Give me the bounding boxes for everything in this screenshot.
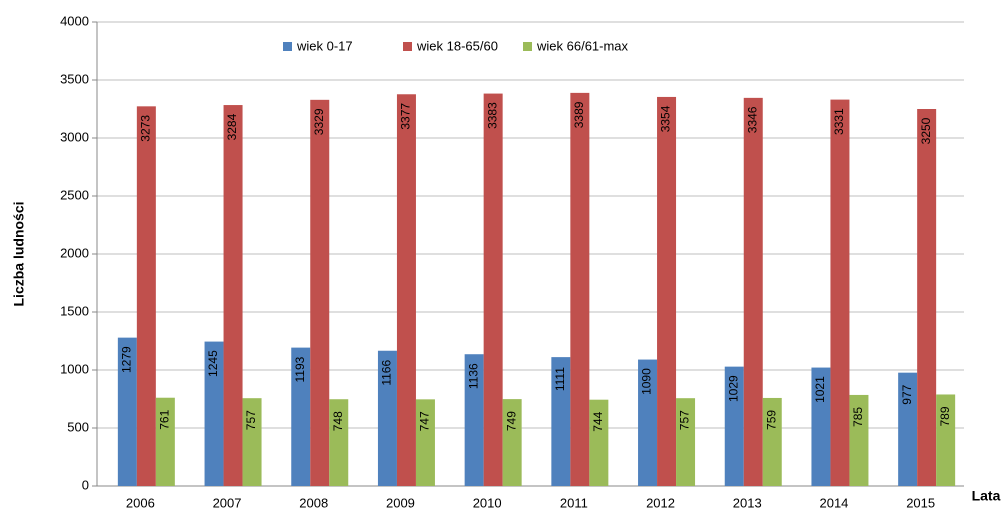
bar <box>204 341 224 486</box>
legend-label: wiek 66/61-max <box>536 38 629 53</box>
bar <box>589 399 609 486</box>
y-axis-label: Liczba ludności <box>11 201 27 306</box>
y-tick-label: 1000 <box>60 361 89 376</box>
data-label: 3250 <box>919 117 933 144</box>
x-tick-label: 2010 <box>473 495 502 510</box>
data-label: 1090 <box>640 368 654 395</box>
legend-swatch <box>403 42 412 51</box>
bar <box>502 399 522 486</box>
bar <box>223 105 243 486</box>
x-tick-label: 2007 <box>213 495 242 510</box>
y-tick-label: 2000 <box>60 245 89 260</box>
data-label: 757 <box>244 410 258 430</box>
bar <box>329 399 349 486</box>
bar <box>724 366 744 486</box>
y-tick-label: 4000 <box>60 13 89 28</box>
bar <box>415 399 435 486</box>
data-label: 977 <box>900 384 914 404</box>
bar <box>676 398 696 486</box>
y-tick-label: 2500 <box>60 187 89 202</box>
bar <box>762 397 782 486</box>
y-tick-label: 0 <box>82 477 89 492</box>
y-tick-label: 3000 <box>60 129 89 144</box>
legend-label: wiek 0-17 <box>296 38 353 53</box>
data-label: 789 <box>938 406 952 426</box>
data-label: 1136 <box>466 363 480 389</box>
bar <box>570 92 590 486</box>
data-label: 1245 <box>206 350 220 377</box>
x-tick-label: 2013 <box>733 495 762 510</box>
data-label: 3284 <box>225 113 239 140</box>
x-tick-label: 2014 <box>819 495 848 510</box>
bar <box>898 372 918 486</box>
bar <box>811 367 831 486</box>
y-tick-label: 3500 <box>60 71 89 86</box>
x-tick-label: 2011 <box>560 495 588 510</box>
bar <box>917 109 937 486</box>
bar <box>638 359 658 486</box>
bar <box>830 99 850 486</box>
data-label: 1021 <box>813 376 827 403</box>
bar <box>483 93 503 487</box>
legend-label: wiek 18-65/60 <box>416 38 498 53</box>
data-label: 1029 <box>726 375 740 402</box>
bar <box>657 96 677 486</box>
data-label: 3329 <box>312 108 326 135</box>
x-tick-label: 2006 <box>126 495 155 510</box>
bar <box>377 350 397 486</box>
legend-swatch <box>523 42 532 51</box>
bar <box>849 394 869 486</box>
data-label: 3273 <box>139 115 153 142</box>
legend-swatch <box>283 42 292 51</box>
bar <box>464 354 484 486</box>
bar <box>743 97 763 486</box>
bar <box>242 398 262 486</box>
data-label: 1193 <box>293 356 307 382</box>
data-label: 748 <box>331 411 345 431</box>
x-tick-label: 2009 <box>386 495 415 510</box>
bar <box>117 337 137 486</box>
bar <box>310 99 330 486</box>
data-label: 785 <box>851 407 865 427</box>
bar <box>136 106 156 486</box>
x-tick-label: 2008 <box>299 495 328 510</box>
data-label: 3383 <box>485 102 499 129</box>
data-label: 3354 <box>659 105 673 132</box>
data-label: 749 <box>504 411 518 431</box>
data-label: 759 <box>764 410 778 430</box>
y-tick-label: 1500 <box>60 303 89 318</box>
data-label: 1166 <box>380 360 394 386</box>
data-label: 747 <box>418 411 432 431</box>
data-label: 1279 <box>120 346 134 373</box>
x-tick-label: 2012 <box>646 495 675 510</box>
bar <box>936 394 956 486</box>
data-label: 757 <box>678 410 692 430</box>
x-tick-label: 2015 <box>906 495 935 510</box>
data-label: 3389 <box>572 101 586 128</box>
x-axis-label: Lata <box>972 488 1001 504</box>
data-label: 3377 <box>399 103 413 130</box>
bar <box>155 397 175 486</box>
data-label: 3346 <box>745 106 759 133</box>
y-tick-label: 500 <box>67 419 89 434</box>
data-label: 3331 <box>832 108 846 135</box>
bar <box>291 347 311 486</box>
data-label: 1111 <box>553 367 567 391</box>
data-label: 744 <box>591 411 605 431</box>
data-label: 761 <box>158 409 172 429</box>
bar <box>551 357 571 486</box>
bar <box>396 94 416 486</box>
